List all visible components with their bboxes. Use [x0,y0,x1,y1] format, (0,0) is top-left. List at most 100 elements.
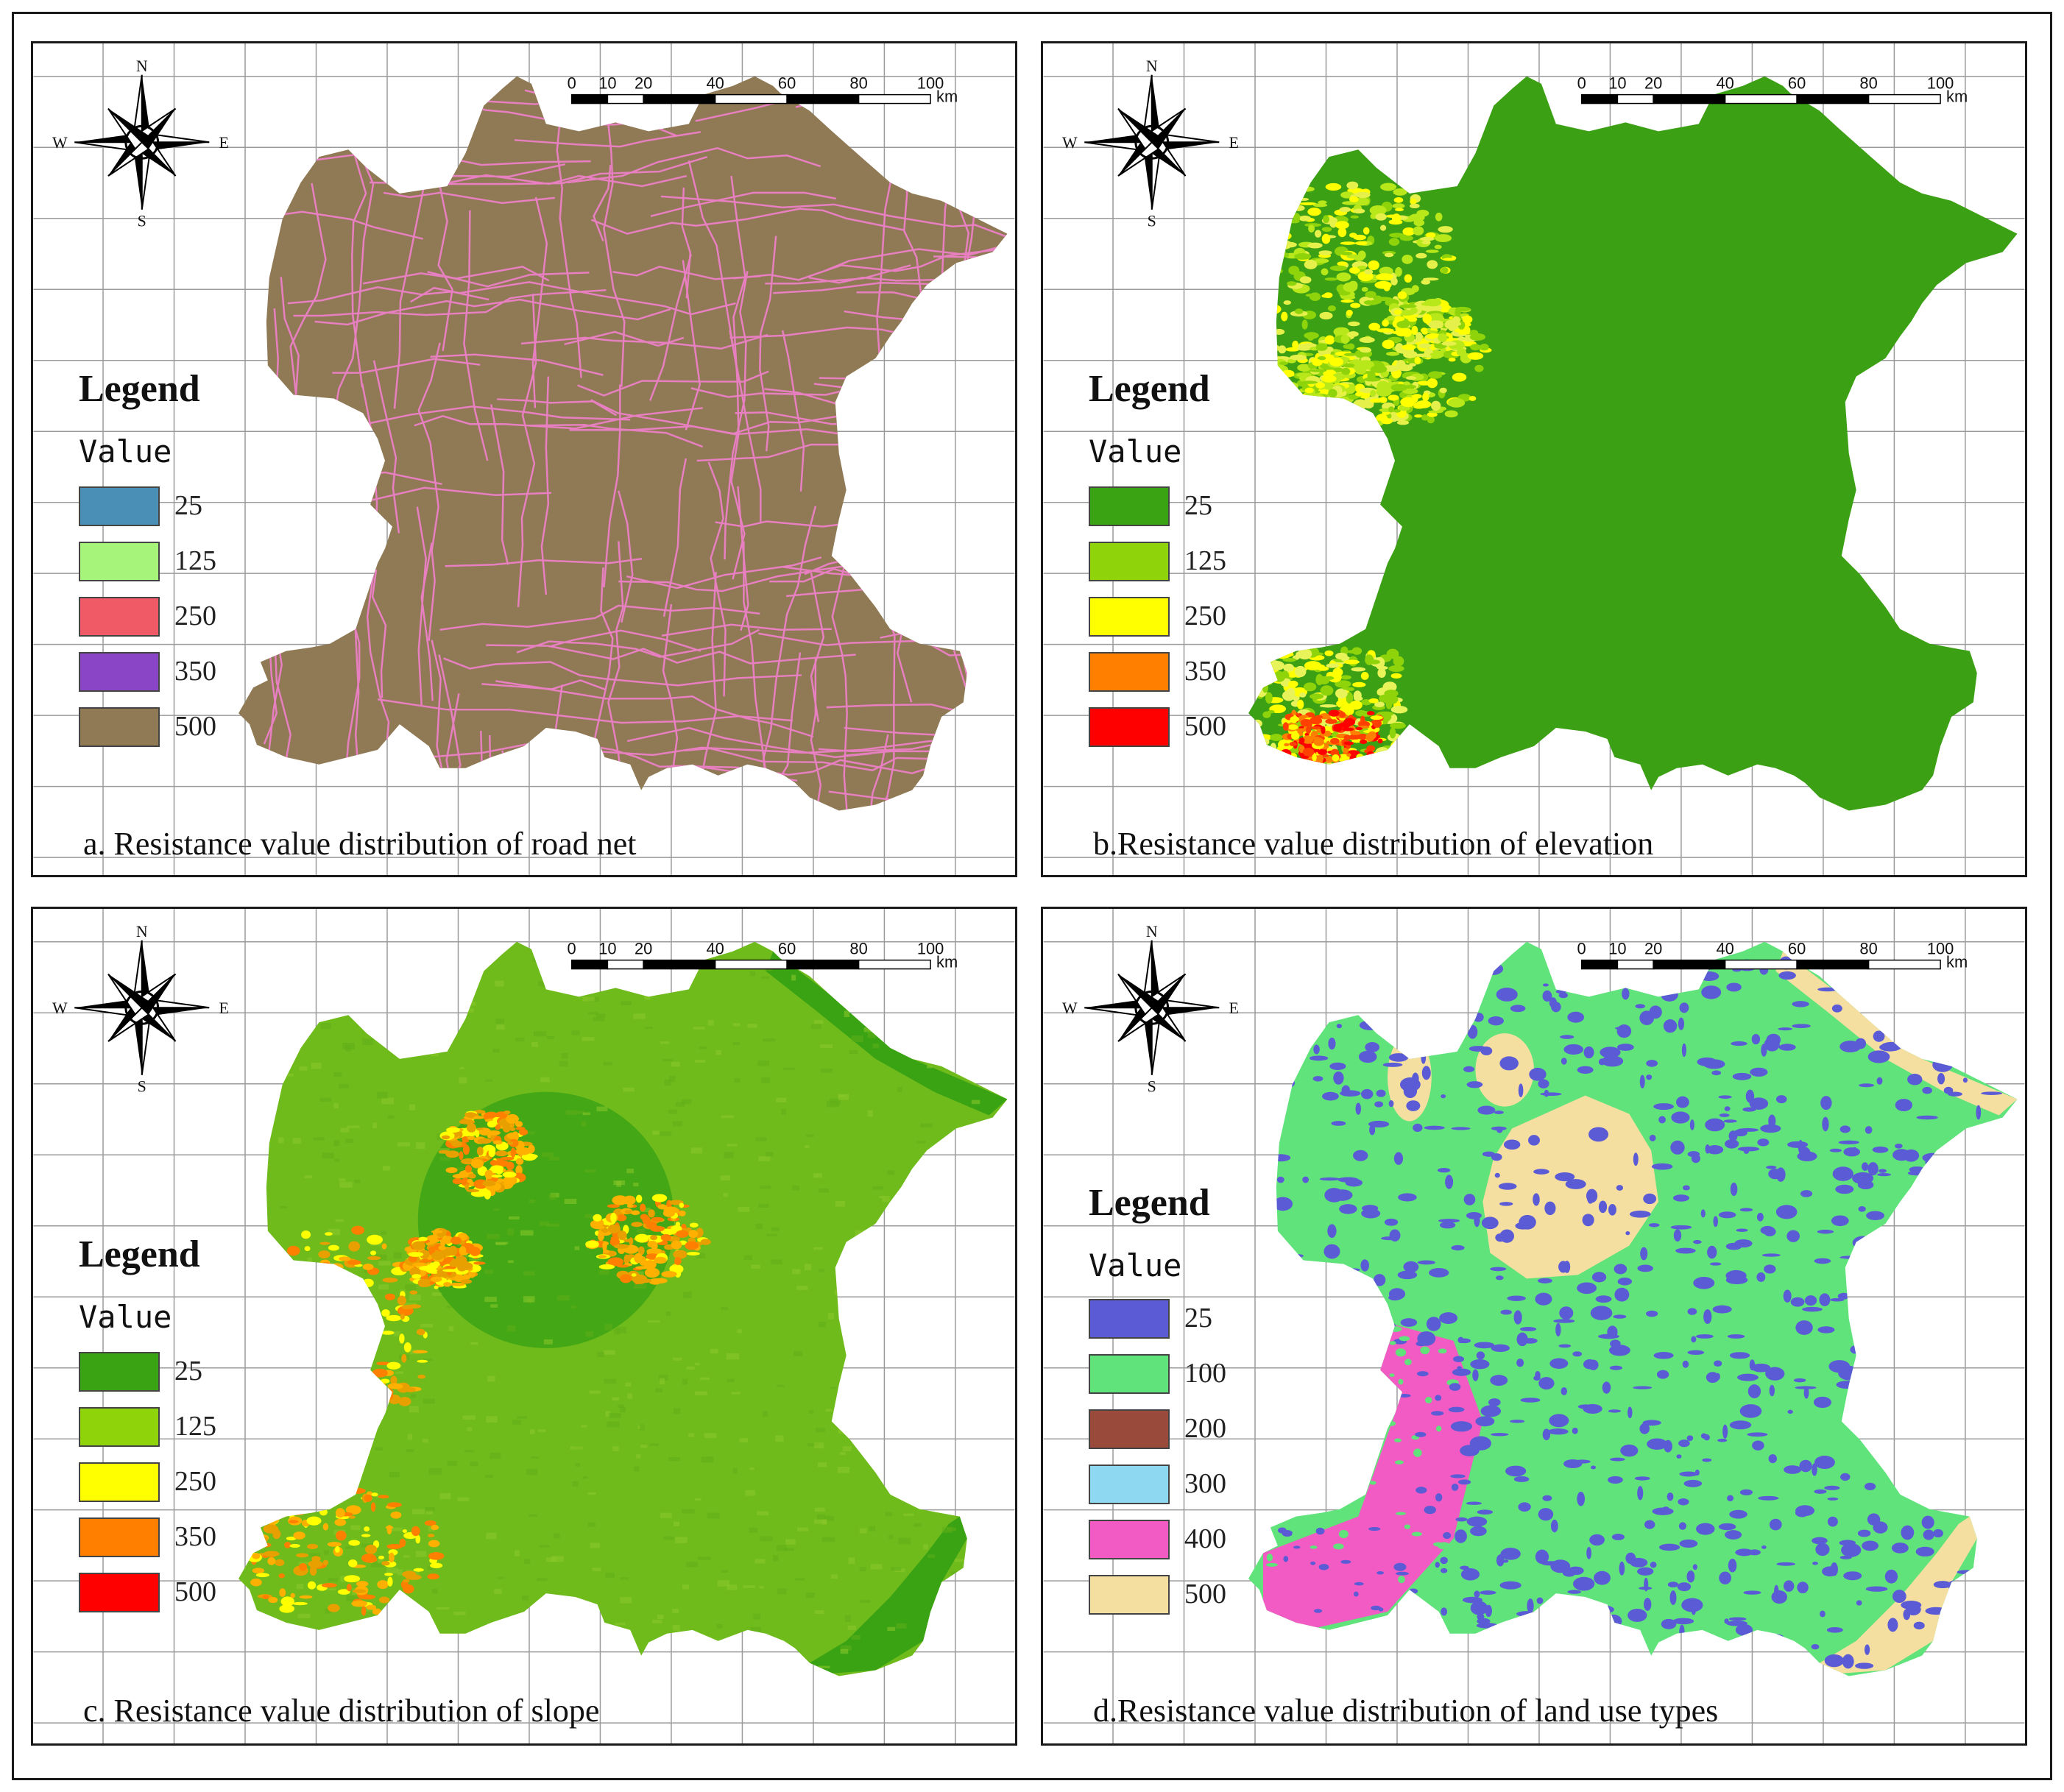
slope-patch [356,1581,369,1587]
legend-value: 200 [1184,1413,1226,1444]
compass-label-s: S [1148,213,1156,230]
slope-texture [726,1353,740,1360]
slope-patch [660,1233,672,1242]
slope-texture [620,1406,626,1413]
elevation-patch [1447,398,1466,408]
scale-tick-label: 100 [1927,940,1954,958]
road-line [618,490,634,623]
slope-patch [413,1568,424,1572]
slope-texture [415,1551,427,1557]
elevation-patch [1389,233,1405,238]
built-up-patch [1848,1392,1870,1400]
built-up-patch [1550,1519,1558,1533]
slope-texture [813,1247,823,1250]
slope-patch [397,1295,407,1306]
road-line [758,632,1006,656]
slope-texture [681,1099,692,1105]
elevation-patch [1258,355,1274,364]
slope-texture [882,1195,890,1203]
slope-patch [354,1380,359,1389]
road-line [902,444,1008,471]
built-up-patch [1831,1004,1842,1013]
study-region [1248,76,2018,811]
built-up-patch [1565,1179,1586,1189]
built-up-patch [1397,1270,1418,1280]
slope-texture [414,1607,422,1612]
elevation-patch [1304,661,1322,670]
mixed-patch [1394,1460,1404,1465]
built-up-patch [1448,1406,1465,1413]
slope-texture [366,1306,376,1311]
road-line [481,679,607,691]
slope-texture [546,1223,560,1228]
slope-patch [295,1276,308,1281]
compass-point-dark [1117,974,1159,1008]
road-line [497,398,617,417]
panel-road-net: N E S W 0 10 20 40 60 80 100 km Legend Value 25 125… [31,41,1017,877]
slope-texture [457,1497,470,1502]
slope-texture [673,1521,680,1527]
slope-texture [258,1387,270,1390]
slope-texture [381,1230,386,1235]
slope-texture [662,1058,674,1062]
elevation-patch [1340,334,1350,344]
slope-texture [515,1550,520,1557]
built-up-patch [1608,1658,1627,1662]
scale-tick-label: 0 [568,940,576,958]
scale-segment [714,93,788,105]
elevation-patch [1438,333,1448,342]
mixed-patch [1389,1326,1402,1332]
scale-tick-label: 100 [1927,74,1954,93]
built-up-patch [1858,1206,1866,1212]
compass-label-e: E [1229,134,1238,152]
slope-texture [410,1394,416,1398]
slope-texture [266,1662,278,1668]
panel-caption: a. Resistance value distribution of road… [83,826,637,862]
elevation-patch [1370,715,1383,720]
slope-patch [490,1165,504,1171]
slope-texture [685,1562,698,1568]
built-up-patch [1945,1005,1959,1016]
built-up-patch [1561,1387,1568,1396]
slope-texture [863,1027,874,1033]
built-up-patch [1751,1363,1771,1373]
elevation-patch [1343,741,1354,746]
elevation-patch [1344,406,1353,416]
built-up-patch [1669,1590,1677,1605]
road-line [955,163,1008,184]
slope-texture [615,1627,622,1632]
slope-patch [290,1275,301,1285]
elevation-patch [1216,211,1227,221]
slope-patch [476,1147,484,1156]
built-up-patch [1507,1295,1526,1301]
slope-texture [783,1067,795,1071]
built-up-patch [1887,1618,1898,1632]
mixed-patch [1415,1431,1427,1437]
elevation-patch [1278,377,1287,383]
slope-texture [517,1665,529,1668]
slope-patch [381,1331,395,1335]
elevation-patch [1251,651,1265,662]
slope-texture [462,1415,476,1420]
legend-subtitle: Value [79,433,172,470]
elevation-patch [1365,757,1378,762]
road-line [443,657,802,687]
slope-texture [280,1259,292,1262]
legend-title: Legend [79,368,200,410]
slope-patch [310,1409,317,1418]
elevation-patch [1421,241,1431,244]
slope-texture [498,1576,504,1579]
built-up-patch [1388,1100,1394,1108]
slope-patch [367,1256,381,1261]
scale-segment [1653,93,1726,105]
built-up-patch [1390,967,1409,978]
slope-patch [350,1487,366,1494]
elevation-patch [1266,372,1279,378]
road-line [953,339,1008,366]
elevation-patch [1287,219,1300,224]
slope-texture [927,1453,934,1458]
elevation-patch [1255,374,1265,380]
slope-texture [920,1123,933,1128]
road-line [444,155,708,185]
built-up-patch [1929,1329,1943,1338]
